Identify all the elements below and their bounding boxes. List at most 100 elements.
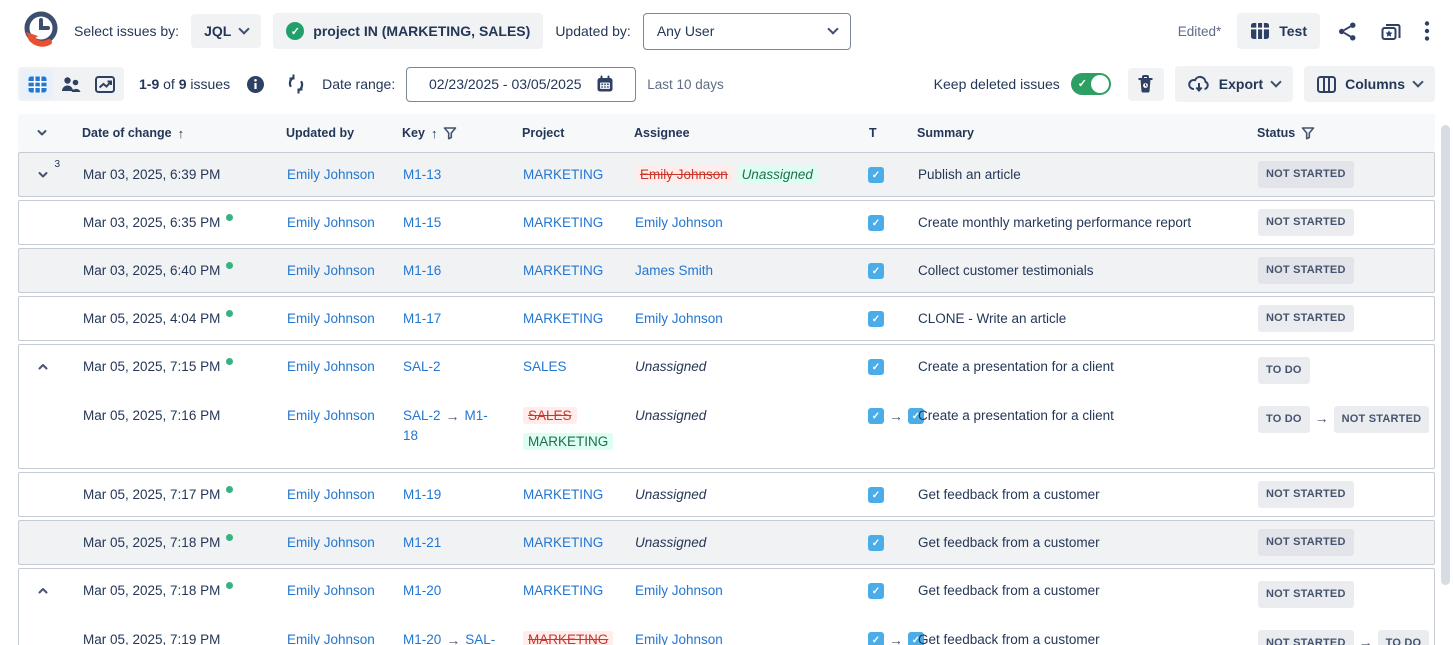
collapse-all-button[interactable] <box>35 126 49 143</box>
project-link[interactable]: MARKETING <box>523 487 604 502</box>
updated-by-link[interactable]: Emily Johnson <box>287 215 375 230</box>
table-row: Mar 05, 2025, 7:18 PM Emily Johnson M1-21 M… <box>18 520 1435 565</box>
issue-type-cell: ✓ → ✓ <box>854 618 924 645</box>
change-date: Mar 05, 2025, 7:18 PM <box>83 535 221 550</box>
more-actions-button[interactable] <box>1419 15 1435 47</box>
project-link[interactable]: MARKETING <box>523 311 604 326</box>
updated-by-cell: Emily Johnson <box>271 261 387 280</box>
column-header-project[interactable]: Project <box>522 126 565 140</box>
delete-history-button[interactable] <box>1127 67 1164 101</box>
issue-type-cell: ✓ <box>854 309 902 328</box>
issue-key-link[interactable]: M1-15 <box>403 215 442 230</box>
export-label: Export <box>1218 76 1264 92</box>
project-link[interactable]: MARKETING <box>523 583 604 598</box>
calendar-icon[interactable] <box>596 75 614 93</box>
issue-type-cell: ✓ <box>854 213 902 232</box>
updated-by-link[interactable]: Emily Johnson <box>287 408 375 423</box>
jql-mode-button[interactable]: JQL <box>191 14 262 48</box>
filter-icon[interactable] <box>443 126 457 140</box>
updated-by-cell: Emily Johnson <box>271 394 387 435</box>
status-badge: NOT STARTED <box>1258 161 1354 188</box>
issue-key-link[interactable]: M1-19 <box>403 487 442 502</box>
valid-check-icon: ✓ <box>286 22 305 40</box>
people-view-tab[interactable] <box>55 70 87 98</box>
date-range-input[interactable]: 02/23/2025 - 03/05/2025 <box>406 66 637 102</box>
task-type-icon: ✓ <box>868 215 884 232</box>
issue-key-link[interactable]: M1-16 <box>403 263 442 278</box>
export-button[interactable]: Export <box>1174 66 1294 102</box>
chart-view-tab[interactable] <box>89 70 121 98</box>
table-toolbar: 1-9 of 9 issues Date range: 02/23/2025 -… <box>0 62 1453 106</box>
updated-by-link[interactable]: Emily Johnson <box>287 263 375 278</box>
project-link[interactable]: MARKETING <box>523 263 604 278</box>
updated-by-select[interactable]: Any User <box>642 12 851 50</box>
summary-cell: Create a presentation for a client <box>902 345 1242 386</box>
project-cell: MARKETING <box>507 569 619 610</box>
issue-key-link[interactable]: M1-20 <box>403 583 442 598</box>
assignee-cell: Emily Johnson <box>619 618 854 645</box>
column-header-summary[interactable]: Summary <box>917 126 974 140</box>
issue-key-new-link[interactable]: SAL-3 <box>465 632 496 645</box>
updated-by-link[interactable]: Emily Johnson <box>287 632 375 645</box>
column-header-key[interactable]: Key ↑ <box>386 126 506 141</box>
key-cell: M1-20 → SAL-3 <box>387 618 507 645</box>
issue-key-link[interactable]: SAL-2 <box>403 359 441 374</box>
issue-key-new-link[interactable]: M1-18 <box>403 408 488 443</box>
sort-ascending-icon[interactable]: ↑ <box>430 125 438 141</box>
share-button[interactable] <box>1332 16 1363 47</box>
column-header-type[interactable]: T <box>869 126 877 140</box>
summary-cell: Create monthly marketing performance rep… <box>902 213 1242 232</box>
column-header-status[interactable]: Status <box>1241 126 1435 141</box>
issue-key-link[interactable]: M1-13 <box>403 167 442 182</box>
sort-ascending-icon[interactable]: ↑ <box>177 125 185 141</box>
collapse-group-button[interactable] <box>36 360 50 379</box>
project-link[interactable]: MARKETING <box>523 215 604 230</box>
assignee-link[interactable]: James Smith <box>635 263 714 278</box>
columns-button[interactable]: Columns <box>1304 66 1435 102</box>
summary-cell: Publish an article <box>902 165 1242 184</box>
status-cell: TO DO → NOT STARTED <box>1242 394 1435 443</box>
status-badge: NOT STARTED <box>1333 406 1430 433</box>
issue-key-old-link[interactable]: SAL-2 <box>403 408 441 423</box>
vertical-scrollbar[interactable] <box>1441 125 1450 585</box>
column-header-updated-by[interactable]: Updated by <box>286 126 355 140</box>
assignee-link[interactable]: Emily Johnson <box>635 583 723 598</box>
assignee-link[interactable]: Emily Johnson <box>635 215 723 230</box>
updated-by-link[interactable]: Emily Johnson <box>287 535 375 550</box>
updated-by-link[interactable]: Emily Johnson <box>287 311 375 326</box>
issue-type-cell: ✓ <box>854 485 902 504</box>
columns-icon <box>1317 75 1337 93</box>
assignee-link[interactable]: Emily Johnson <box>635 632 723 645</box>
info-button[interactable] <box>241 70 270 99</box>
table-view-tab[interactable] <box>21 70 53 98</box>
project-link[interactable]: SALES <box>523 359 567 374</box>
status-cell: NOT STARTED <box>1242 481 1434 508</box>
updated-by-link[interactable]: Emily Johnson <box>287 359 375 374</box>
jql-query-button[interactable]: ✓ project IN (MARKETING, SALES) <box>273 13 544 49</box>
project-link[interactable]: MARKETING <box>523 167 604 182</box>
keep-deleted-toggle[interactable]: ✓ <box>1070 73 1111 95</box>
assignee-unassigned: Unassigned <box>635 408 707 423</box>
updated-by-link[interactable]: Emily Johnson <box>287 487 375 502</box>
expand-group-button[interactable]: 3 <box>36 159 60 187</box>
report-name-button[interactable]: Test <box>1237 13 1320 49</box>
filter-icon[interactable] <box>1301 126 1315 140</box>
issue-key-link[interactable]: M1-17 <box>403 311 442 326</box>
refresh-button[interactable] <box>281 69 311 99</box>
summary-text: Get feedback from a customer <box>918 487 1100 502</box>
updated-by-link[interactable]: Emily Johnson <box>287 167 375 182</box>
assignee-cell: Emily Johnson <box>619 569 854 610</box>
saved-reports-button[interactable] <box>1375 15 1407 47</box>
status-badge: NOT STARTED <box>1258 481 1354 508</box>
column-header-date[interactable]: Date of change ↑ <box>82 125 185 141</box>
column-header-assignee[interactable]: Assignee <box>634 126 690 140</box>
date-of-change-cell: Mar 05, 2025, 7:18 PM <box>67 569 271 610</box>
issue-key-link[interactable]: M1-21 <box>403 535 442 550</box>
collapse-group-button[interactable] <box>36 584 50 603</box>
assignee-link[interactable]: Emily Johnson <box>635 311 723 326</box>
project-link[interactable]: MARKETING <box>523 535 604 550</box>
change-date: Mar 05, 2025, 7:17 PM <box>83 487 221 502</box>
issue-key-old-link[interactable]: M1-20 <box>403 632 442 645</box>
change-arrow-icon: → <box>445 407 460 424</box>
updated-by-link[interactable]: Emily Johnson <box>287 583 375 598</box>
